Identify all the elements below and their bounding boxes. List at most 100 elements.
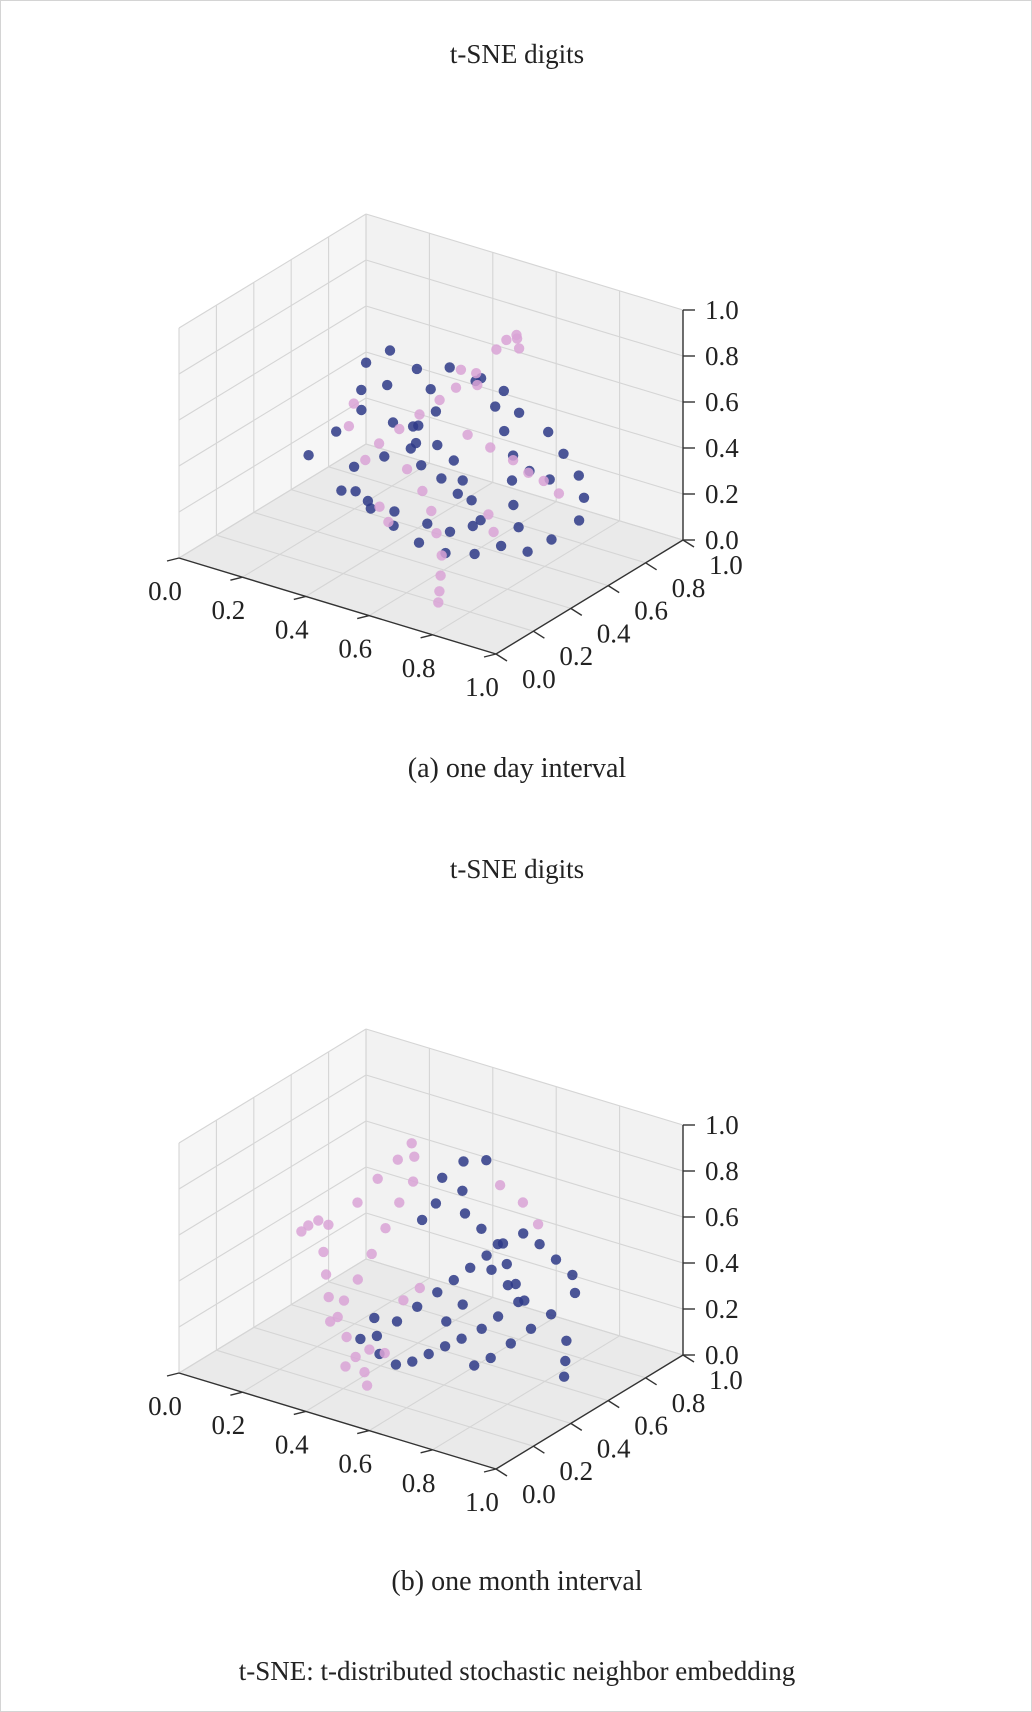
data-point (437, 1172, 448, 1183)
data-point (519, 1295, 530, 1306)
data-point (558, 1371, 570, 1382)
data-point (434, 394, 445, 406)
data-point (456, 1333, 467, 1344)
data-point (369, 1312, 380, 1324)
x-tick-label: 0.4 (275, 1429, 309, 1459)
data-point (502, 1280, 514, 1291)
data-point (406, 1138, 417, 1149)
data-point (444, 362, 455, 373)
x-tick-label: 0.0 (148, 576, 182, 606)
z-tick-label: 0.8 (705, 1156, 739, 1186)
scatter3d-plot-b: 0.00.00.00.20.20.20.4 0.40.40.60.60.60.80… (148, 1028, 743, 1517)
data-point (510, 1278, 521, 1290)
scatter3d-plot-a: 0.00.00.00.20.20.20.4 0.40.40.60.60.60.80… (148, 213, 743, 702)
data-point (384, 345, 396, 356)
data-point (433, 597, 444, 608)
z-tick-label: 1.0 (705, 1110, 739, 1140)
data-point (331, 426, 342, 437)
y-tick-label: 0.6 (634, 1411, 668, 1441)
data-point (303, 450, 314, 461)
data-point (441, 1316, 452, 1327)
y-tick-label: 0.0 (522, 664, 556, 694)
data-point (476, 1223, 487, 1234)
data-point (343, 421, 355, 432)
z-tick-label: 0.8 (705, 341, 739, 371)
data-point (340, 1361, 351, 1372)
data-point (513, 407, 525, 418)
data-point (573, 515, 585, 526)
data-point (360, 357, 372, 368)
data-point (348, 461, 360, 472)
data-point (501, 334, 512, 346)
y-tick-label: 0.2 (559, 641, 593, 671)
data-point (497, 1238, 509, 1249)
y-tick-label: 1.0 (709, 550, 743, 580)
data-point (423, 1348, 434, 1360)
y-tick-label: 1.0 (709, 1365, 743, 1395)
data-point (341, 1331, 352, 1343)
x-tick-label: 0.6 (338, 634, 372, 664)
data-point (511, 333, 523, 344)
data-point (364, 1344, 375, 1355)
z-tick-label: 1.0 (705, 295, 739, 325)
data-point (523, 467, 534, 478)
data-point (323, 1219, 334, 1230)
data-point (416, 460, 427, 471)
data-point (506, 475, 518, 486)
data-point (545, 1309, 557, 1320)
chart-title-b: t-SNE digits (449, 854, 585, 884)
data-point (380, 1223, 391, 1234)
z-tick-label: 0.6 (705, 387, 739, 417)
data-point (348, 398, 359, 409)
data-point (409, 1151, 420, 1162)
data-point (558, 448, 569, 459)
data-point (501, 1258, 512, 1270)
z-tick-label: 0.0 (705, 1340, 739, 1370)
figure-footnote: t-SNE: t-distributed stochastic neighbor… (238, 1656, 796, 1686)
data-point (481, 1250, 492, 1261)
data-point (389, 506, 400, 517)
data-point (387, 417, 399, 428)
scatter-points (296, 1138, 581, 1391)
data-point (332, 1311, 343, 1323)
data-point (350, 486, 361, 497)
data-point (567, 1269, 578, 1281)
data-point (578, 492, 590, 503)
x-tick-label: 0.4 (275, 614, 309, 644)
data-point (569, 1287, 581, 1299)
x-tick-label: 0.0 (148, 1391, 182, 1421)
data-point (355, 1333, 366, 1345)
data-point (303, 1220, 314, 1231)
data-point (371, 1330, 383, 1342)
data-point (459, 1208, 471, 1219)
data-point (414, 409, 425, 420)
data-point (320, 1269, 332, 1280)
y-tick-label: 0.4 (597, 1433, 631, 1463)
data-point (356, 404, 367, 416)
data-point (398, 1295, 409, 1306)
data-point (488, 526, 499, 538)
data-point (392, 1154, 403, 1165)
data-point (546, 534, 557, 545)
data-point (439, 1341, 451, 1352)
data-point (457, 1185, 468, 1196)
y-tick-label: 0.6 (634, 596, 668, 626)
data-point (465, 1262, 476, 1273)
data-point (492, 1311, 504, 1322)
data-point (422, 518, 433, 529)
y-tick-label: 0.2 (559, 1456, 593, 1486)
x-tick-label: 0.2 (212, 595, 246, 625)
data-point (475, 515, 486, 526)
data-point (485, 1352, 496, 1364)
data-point (336, 485, 347, 496)
data-point (469, 548, 480, 560)
data-point (561, 1335, 572, 1346)
data-point (373, 438, 385, 449)
data-point (379, 1347, 390, 1359)
data-point (318, 1246, 329, 1258)
x-tick-label: 0.8 (402, 1468, 436, 1498)
data-point (469, 1360, 480, 1371)
data-point (495, 540, 507, 552)
data-point (532, 1219, 544, 1230)
